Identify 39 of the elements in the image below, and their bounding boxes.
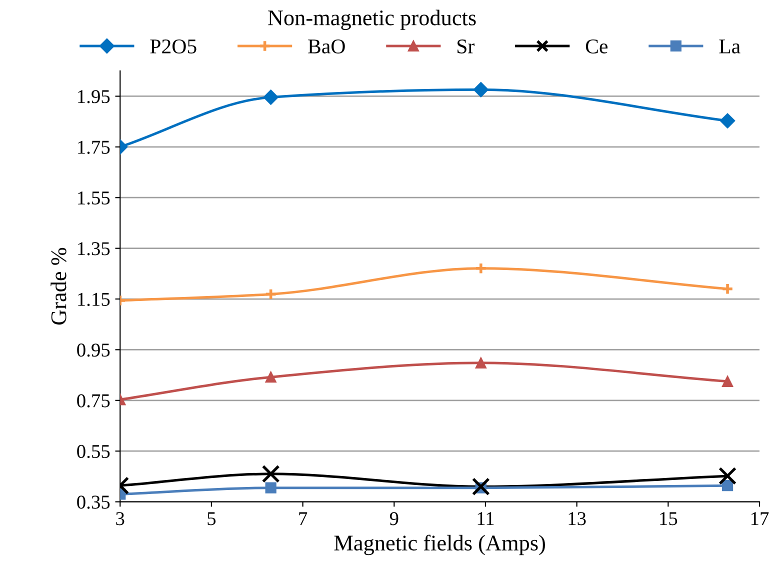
x-tick-label: 9	[390, 512, 398, 526]
point	[265, 482, 276, 494]
y-tick-label: 0.75	[77, 394, 110, 408]
point	[475, 357, 486, 368]
chart-title: Non-magnetic products	[268, 10, 476, 30]
point	[718, 466, 737, 485]
point	[722, 480, 734, 492]
legend-label: Sr	[458, 39, 474, 54]
point	[722, 376, 734, 387]
x-tick-label: 13	[568, 512, 586, 526]
point	[264, 288, 278, 300]
y-tick-label: 1.95	[78, 90, 110, 104]
point	[265, 372, 276, 383]
x-tick-label: 17	[751, 512, 769, 526]
legend-label: Ce	[586, 39, 608, 54]
y-tick-label: 0.55	[77, 444, 110, 458]
point	[473, 82, 488, 98]
x-tick-label: 5	[208, 512, 216, 526]
y-axis-title: Grade %	[50, 248, 66, 325]
legend-label: BaO	[308, 39, 345, 54]
x-tick-label: 3	[116, 512, 124, 526]
point	[720, 113, 736, 128]
point	[472, 478, 490, 496]
point	[721, 282, 734, 296]
legend-label: La	[719, 40, 740, 54]
point	[474, 262, 488, 275]
x-tick-label: 15	[660, 512, 678, 526]
y-tick-label: 0.35	[77, 496, 110, 509]
x-tick-label: 11	[478, 512, 494, 526]
x-axis-title: Magnetic fields (Amps)	[334, 534, 545, 556]
point	[262, 464, 280, 483]
y-tick-label: 1.15	[78, 292, 110, 306]
y-tick-label: 1.55	[78, 192, 110, 205]
legend-label: P2O5	[150, 39, 196, 54]
y-tick-label: 0.95	[77, 344, 110, 357]
y-tick-label: 1.35	[78, 242, 110, 256]
x-tick-label: 7	[299, 512, 308, 526]
y-tick-label: 1.75	[78, 140, 110, 154]
point	[263, 90, 278, 105]
